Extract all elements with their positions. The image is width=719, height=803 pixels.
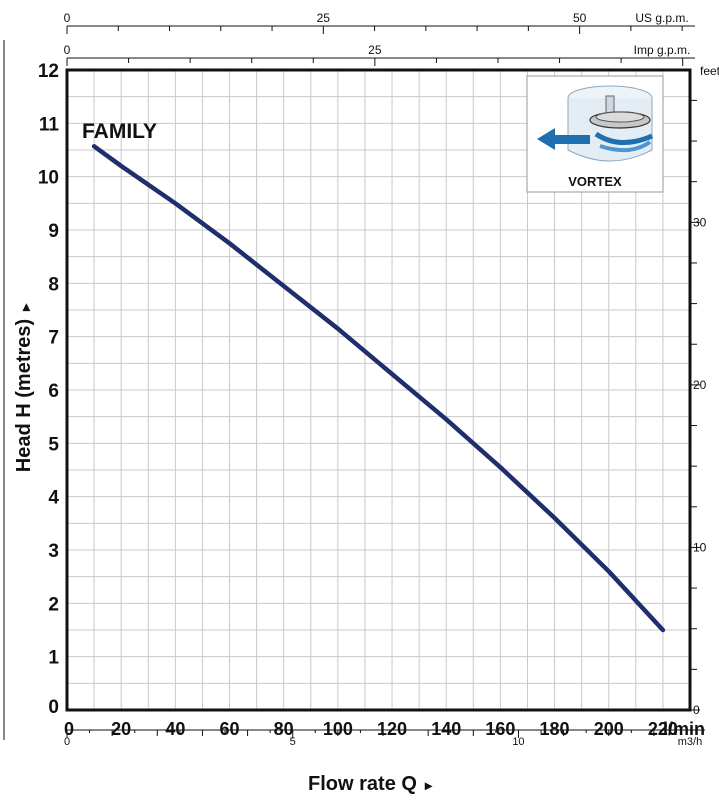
right-axis: 0 10 20 30 feet xyxy=(690,64,719,717)
imp-gpm-tick-label: 25 xyxy=(368,43,382,57)
imp-gpm-tick-label: 0 xyxy=(64,43,71,57)
x-tick-label: 60 xyxy=(220,719,240,739)
us-gpm-unit-label: US g.p.m. xyxy=(635,11,688,25)
y-tick-label: 4 xyxy=(48,488,59,509)
x-tick-label: 120 xyxy=(377,719,407,739)
grid xyxy=(67,70,690,710)
y-axis-arrow: ▸ xyxy=(17,303,33,312)
y-axis-title: Head H (metres) ▸ xyxy=(13,303,35,472)
y-tick-label: 0 xyxy=(48,697,59,718)
us-gpm-tick-label: 25 xyxy=(317,11,331,25)
x-tick-label: 20 xyxy=(111,719,131,739)
x-axis-title: Flow rate Q ▸ xyxy=(308,773,433,795)
vortex-inset: VORTEX xyxy=(526,75,664,193)
x-tick-label: 140 xyxy=(431,719,461,739)
feet-tick-label: 20 xyxy=(693,378,707,392)
feet-tick-label: 30 xyxy=(693,215,707,229)
y-tick-label: 10 xyxy=(38,168,59,189)
feet-tick-label: 10 xyxy=(693,540,707,554)
y-tick-label: 11 xyxy=(39,114,60,135)
x-unit-label: l/min xyxy=(663,719,705,739)
y-tick-label: 9 xyxy=(48,221,59,242)
m3h-tick-label: 5 xyxy=(290,736,296,748)
x-tick-label: 40 xyxy=(165,719,185,739)
x-tick-label: 160 xyxy=(485,719,515,739)
m3h-tick-label: 0 xyxy=(64,736,70,748)
y-tick-label: 3 xyxy=(48,541,59,562)
m3h-tick-label: 10 xyxy=(512,736,524,748)
y-tick-label: 1 xyxy=(48,648,59,669)
x-tick-label: 200 xyxy=(594,719,624,739)
imp-gpm-unit-label: Imp g.p.m. xyxy=(634,43,691,57)
y-tick-label: 7 xyxy=(48,328,59,349)
y-tick-label: 5 xyxy=(48,434,59,455)
x-tick-label: 180 xyxy=(540,719,570,739)
plot-frame xyxy=(65,68,692,712)
x-axis-title-text: Flow rate Q xyxy=(308,773,417,795)
y-tick-label: 2 xyxy=(48,594,59,615)
series-layer xyxy=(91,144,666,633)
feet-tick-label: 0 xyxy=(693,703,700,717)
x-tick-label: 220 xyxy=(648,719,678,739)
y-axis-title-text: Head H (metres) xyxy=(13,319,35,472)
m3h-unit-label: m3/h xyxy=(678,736,702,748)
x-axis-arrow: ▸ xyxy=(424,777,433,793)
us-gpm-tick-label: 50 xyxy=(573,11,587,25)
x-tick-label: 80 xyxy=(274,719,294,739)
x-tick-label: 0 xyxy=(64,719,74,739)
vortex-impeller-icon xyxy=(537,85,654,162)
x-tick-label: 100 xyxy=(323,719,353,739)
y-tick-label: 8 xyxy=(48,274,59,295)
plot-border xyxy=(65,68,692,712)
y-tick-label: 6 xyxy=(48,381,59,402)
top-axes: 0 25 50 US g.p.m. 0 25 Imp g.p.m. xyxy=(64,11,695,66)
us-gpm-tick-label: 0 xyxy=(64,11,71,25)
inset-label: VORTEX xyxy=(568,174,622,189)
series-label-family: FAMILY xyxy=(82,120,157,143)
series-line-family xyxy=(91,144,666,633)
feet-unit-label: feet xyxy=(700,64,719,78)
y-tick-label: 12 xyxy=(38,61,59,82)
